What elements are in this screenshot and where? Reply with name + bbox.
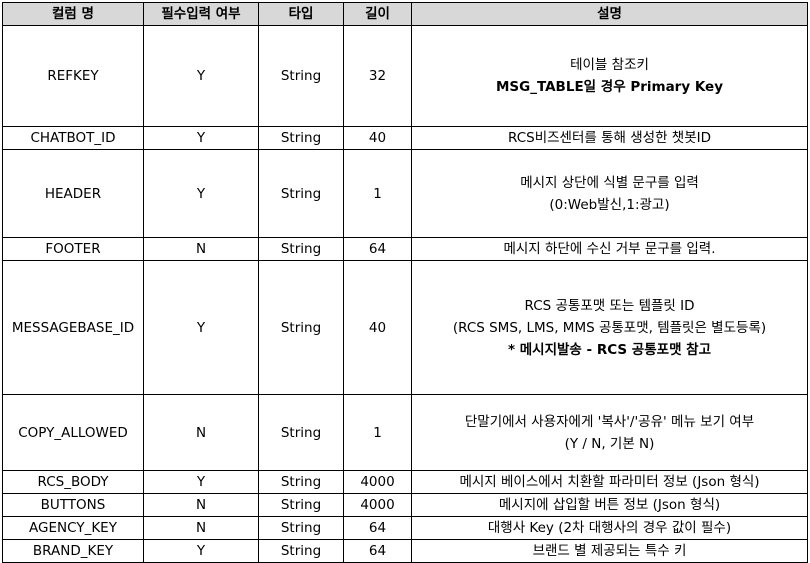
description-line: 메시지 하단에 수신 거부 문구를 입력.: [503, 241, 716, 257]
table-row: FOOTER N String 64 메시지 하단에 수신 거부 문구를 입력.: [2, 237, 808, 261]
cell-column-name: BUTTONS: [2, 493, 144, 517]
cell-required: Y: [143, 25, 259, 127]
cell-type: String: [258, 516, 344, 540]
header-type: 타입: [258, 2, 344, 26]
cell-description: 메시지 하단에 수신 거부 문구를 입력.: [411, 237, 808, 261]
cell-description: 테이블 참조키 MSG_TABLE일 경우 Primary Key: [411, 25, 808, 127]
description-line: RCS비즈센터를 통해 생성한 챗봇ID: [508, 130, 711, 146]
description-line: 메시지에 삽입할 버튼 정보 (Json 형식): [498, 497, 721, 513]
table-row: BUTTONS N String 4000 메시지에 삽입할 버튼 정보 (Json 형…: [2, 493, 808, 517]
description-line: 메시지 베이스에서 치환할 파라미터 정보 (Json 형식): [459, 474, 760, 490]
cell-length: 4000: [343, 470, 412, 494]
cell-type: String: [258, 237, 344, 261]
cell-description: 대행사 Key (2차 대행사의 경우 값이 필수): [411, 516, 808, 540]
table-row: COPY_ALLOWED N String 1 단말기에서 사용자에게 '복사'/'공유…: [2, 394, 808, 471]
cell-type: String: [258, 25, 344, 127]
cell-column-name: CHATBOT_ID: [2, 126, 144, 150]
spec-table-body: REFKEY Y String 32 테이블 참조키 MSG_TABLE일 경우 Prim…: [2, 25, 808, 563]
cell-required: N: [143, 237, 259, 261]
cell-type: String: [258, 149, 344, 238]
header-required: 필수입력 여부: [143, 2, 259, 26]
cell-column-name: RCS_BODY: [2, 470, 144, 494]
table-row: BRAND_KEY Y String 64 브랜드 별 제공되는 특수 키: [2, 539, 808, 563]
description-line: 단말기에서 사용자에게 '복사'/'공유' 메뉴 보기 여부: [464, 413, 755, 430]
description-line: (0:Web발신,1:광고): [549, 196, 670, 213]
cell-length: 32: [343, 25, 412, 127]
cell-required: Y: [143, 539, 259, 563]
cell-length: 1: [343, 394, 412, 471]
description-line: * 메시지발송 - RCS 공통포맷 참고: [507, 341, 712, 358]
table-row: AGENCY_KEY N String 64 대행사 Key (2차 대행사의 경우 값…: [2, 516, 808, 540]
cell-column-name: AGENCY_KEY: [2, 516, 144, 540]
cell-length: 64: [343, 237, 412, 261]
cell-type: String: [258, 260, 344, 395]
cell-required: N: [143, 493, 259, 517]
cell-type: String: [258, 394, 344, 471]
cell-description: 메시지에 삽입할 버튼 정보 (Json 형식): [411, 493, 808, 517]
description-line: (RCS SMS, LMS, MMS 공통포맷, 템플릿은 별도등록): [452, 319, 767, 336]
cell-type: String: [258, 126, 344, 150]
cell-column-name: MESSAGEBASE_ID: [2, 260, 144, 395]
table-row: RCS_BODY Y String 4000 메시지 베이스에서 치환할 파라미터 정보…: [2, 470, 808, 494]
table-row: MESSAGEBASE_ID Y String 40 RCS 공통포맷 또는 템플릿 I…: [2, 260, 808, 395]
cell-required: Y: [143, 149, 259, 238]
cell-type: String: [258, 470, 344, 494]
cell-description: RCS 공통포맷 또는 템플릿 ID (RCS SMS, LMS, MMS 공통포…: [411, 260, 808, 395]
table-row: CHATBOT_ID Y String 40 RCS비즈센터를 통해 생성한 챗봇ID: [2, 126, 808, 150]
cell-type: String: [258, 539, 344, 563]
header-row: 컬럼 명 필수입력 여부 타입 길이 설명: [2, 2, 808, 26]
cell-column-name: REFKEY: [2, 25, 144, 127]
cell-required: Y: [143, 470, 259, 494]
cell-required: Y: [143, 260, 259, 395]
description-line: 대행사 Key (2차 대행사의 경우 값이 필수): [487, 520, 732, 536]
description-line: 브랜드 별 제공되는 특수 키: [532, 543, 687, 559]
description-line: 메시지 상단에 식별 문구를 입력: [520, 174, 699, 191]
header-length: 길이: [343, 2, 412, 26]
description-line: RCS 공통포맷 또는 템플릿 ID: [524, 297, 695, 314]
cell-column-name: COPY_ALLOWED: [2, 394, 144, 471]
cell-column-name: BRAND_KEY: [2, 539, 144, 563]
cell-required: N: [143, 516, 259, 540]
description-line: (Y / N, 기본 N): [564, 435, 655, 452]
cell-length: 64: [343, 516, 412, 540]
cell-length: 40: [343, 126, 412, 150]
cell-column-name: FOOTER: [2, 237, 144, 261]
header-column-name: 컬럼 명: [2, 2, 144, 26]
table-row: HEADER Y String 1 메시지 상단에 식별 문구를 입력 (0:Web발신,…: [2, 149, 808, 238]
table-row: REFKEY Y String 32 테이블 참조키 MSG_TABLE일 경우 Prim…: [2, 25, 808, 127]
cell-description: 메시지 상단에 식별 문구를 입력 (0:Web발신,1:광고): [411, 149, 808, 238]
cell-length: 1: [343, 149, 412, 238]
header-description: 설명: [411, 2, 808, 26]
cell-description: RCS비즈센터를 통해 생성한 챗봇ID: [411, 126, 808, 150]
cell-description: 메시지 베이스에서 치환할 파라미터 정보 (Json 형식): [411, 470, 808, 494]
cell-length: 40: [343, 260, 412, 395]
cell-type: String: [258, 493, 344, 517]
description-line: 테이블 참조키: [570, 57, 649, 73]
cell-required: Y: [143, 126, 259, 150]
description-line: MSG_TABLE일 경우 Primary Key: [495, 79, 724, 95]
cell-description: 브랜드 별 제공되는 특수 키: [411, 539, 808, 563]
cell-description: 단말기에서 사용자에게 '복사'/'공유' 메뉴 보기 여부 (Y / N, 기본…: [411, 394, 808, 471]
cell-length: 64: [343, 539, 412, 563]
cell-column-name: HEADER: [2, 149, 144, 238]
cell-length: 4000: [343, 493, 412, 517]
cell-required: N: [143, 394, 259, 471]
